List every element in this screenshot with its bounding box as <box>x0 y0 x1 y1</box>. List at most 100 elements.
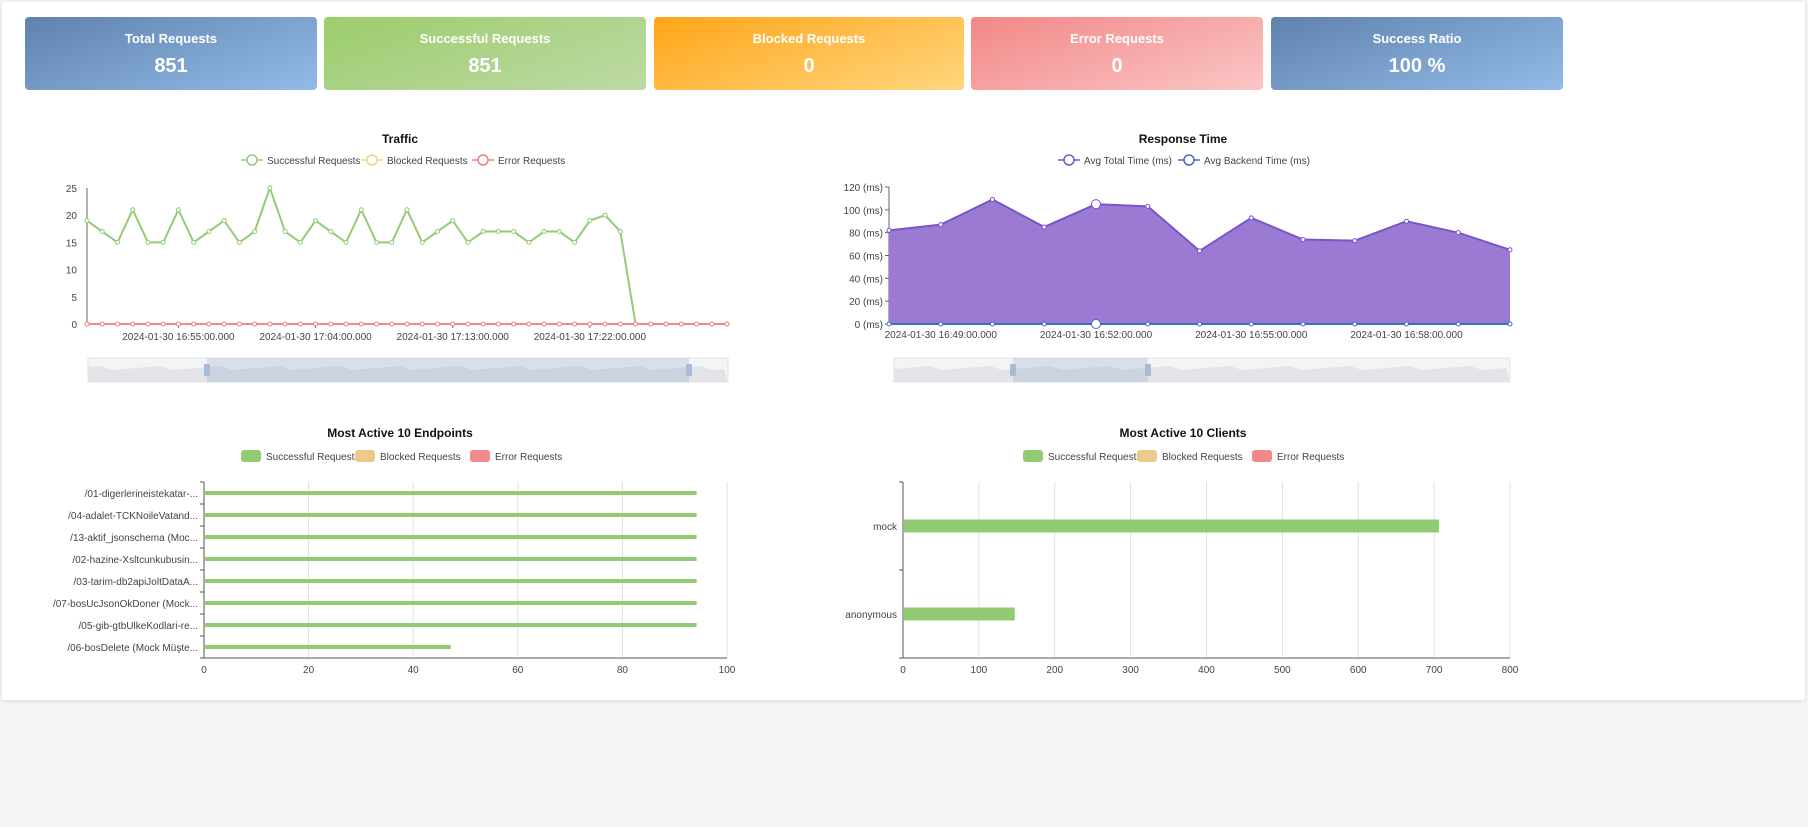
data-point[interactable] <box>1197 248 1202 254</box>
data-point[interactable] <box>511 321 517 327</box>
data-point[interactable] <box>358 321 364 327</box>
legend-label[interactable]: Blocked Requests <box>1162 452 1243 463</box>
legend-swatch-icon[interactable] <box>355 450 375 462</box>
data-point[interactable] <box>114 321 120 327</box>
data-point[interactable] <box>1300 321 1306 327</box>
bar-successful[interactable] <box>205 579 697 583</box>
data-point[interactable] <box>1091 319 1101 329</box>
data-zoom-window[interactable] <box>1013 358 1148 382</box>
data-point[interactable] <box>267 185 273 191</box>
data-point[interactable] <box>1455 230 1461 236</box>
legend-swatch-icon[interactable] <box>1137 450 1157 462</box>
data-point[interactable] <box>160 321 166 327</box>
data-point[interactable] <box>145 239 151 245</box>
data-point[interactable] <box>648 321 654 327</box>
data-point[interactable] <box>617 229 623 235</box>
data-point[interactable] <box>572 239 578 245</box>
data-point[interactable] <box>1404 218 1409 224</box>
data-point[interactable] <box>1197 321 1202 327</box>
data-point[interactable] <box>419 321 425 327</box>
legend-circle-icon[interactable] <box>1063 154 1075 166</box>
data-point[interactable] <box>1145 203 1151 209</box>
data-point[interactable] <box>1352 238 1358 244</box>
data-point[interactable] <box>236 321 242 327</box>
data-point[interactable] <box>450 321 456 327</box>
data-point[interactable] <box>465 239 471 245</box>
data-point[interactable] <box>328 229 334 235</box>
legend-circle-icon[interactable] <box>1183 154 1195 166</box>
data-point[interactable] <box>374 239 380 245</box>
data-point[interactable] <box>495 321 501 327</box>
legend-circle-icon[interactable] <box>477 154 489 166</box>
data-point[interactable] <box>1091 199 1101 210</box>
data-point[interactable] <box>587 218 593 224</box>
data-point[interactable] <box>1145 321 1151 327</box>
legend-swatch-icon[interactable] <box>241 450 261 462</box>
data-point[interactable] <box>434 229 440 235</box>
bar-successful[interactable] <box>205 557 697 561</box>
data-point[interactable] <box>1041 321 1047 327</box>
data-point[interactable] <box>343 239 349 245</box>
data-point[interactable] <box>572 321 578 327</box>
data-point[interactable] <box>252 321 258 327</box>
legend-swatch-icon[interactable] <box>1023 450 1043 462</box>
data-point[interactable] <box>343 321 349 327</box>
data-point[interactable] <box>1041 224 1047 230</box>
data-point[interactable] <box>1507 321 1513 327</box>
data-point[interactable] <box>480 229 486 235</box>
legend-label[interactable]: Successful Requests <box>267 156 360 167</box>
bar-successful[interactable] <box>904 519 1439 533</box>
legend-label[interactable]: Error Requests <box>498 156 565 167</box>
data-point[interactable] <box>297 321 303 327</box>
data-point[interactable] <box>404 321 410 327</box>
data-zoom-handle[interactable] <box>204 364 210 376</box>
data-point[interactable] <box>267 321 273 327</box>
bar-successful[interactable] <box>205 623 697 627</box>
legend-label[interactable]: Error Requests <box>495 452 562 463</box>
data-point[interactable] <box>886 227 892 233</box>
data-point[interactable] <box>709 321 715 327</box>
data-point[interactable] <box>465 321 471 327</box>
data-point[interactable] <box>495 229 501 235</box>
data-point[interactable] <box>602 212 608 218</box>
data-point[interactable] <box>206 229 212 235</box>
legend-label[interactable]: Blocked Requests <box>387 156 468 167</box>
data-point[interactable] <box>84 321 90 327</box>
data-point[interactable] <box>480 321 486 327</box>
data-point[interactable] <box>541 321 547 327</box>
data-point[interactable] <box>526 321 532 327</box>
legend-swatch-icon[interactable] <box>1252 450 1272 462</box>
data-point[interactable] <box>206 321 212 327</box>
data-point[interactable] <box>221 218 227 224</box>
data-point[interactable] <box>419 239 425 245</box>
data-point[interactable] <box>99 321 105 327</box>
data-point[interactable] <box>130 207 136 213</box>
data-point[interactable] <box>313 218 319 224</box>
legend-circle-icon[interactable] <box>246 154 258 166</box>
legend-label[interactable]: Avg Total Time (ms) <box>1084 156 1172 167</box>
data-point[interactable] <box>617 321 623 327</box>
legend-label[interactable]: Error Requests <box>1277 452 1344 463</box>
data-point[interactable] <box>389 321 395 327</box>
bar-successful[interactable] <box>904 607 1015 621</box>
data-point[interactable] <box>938 321 944 327</box>
legend-label[interactable]: Successful Requests <box>1048 452 1141 463</box>
data-point[interactable] <box>938 222 944 228</box>
data-zoom-window[interactable] <box>207 358 689 382</box>
data-point[interactable] <box>450 218 456 224</box>
data-point[interactable] <box>678 321 684 327</box>
bar-successful[interactable] <box>205 513 697 517</box>
data-point[interactable] <box>602 321 608 327</box>
data-point[interactable] <box>694 321 700 327</box>
bar-successful[interactable] <box>205 601 697 605</box>
legend-label[interactable]: Successful Requests <box>266 452 359 463</box>
data-point[interactable] <box>114 239 120 245</box>
data-zoom-handle[interactable] <box>686 364 692 376</box>
data-point[interactable] <box>556 321 562 327</box>
legend-circle-icon[interactable] <box>366 154 378 166</box>
data-point[interactable] <box>358 207 364 213</box>
data-point[interactable] <box>252 229 258 235</box>
data-zoom-handle[interactable] <box>1145 364 1151 376</box>
data-point[interactable] <box>1404 321 1409 327</box>
data-point[interactable] <box>886 321 892 327</box>
